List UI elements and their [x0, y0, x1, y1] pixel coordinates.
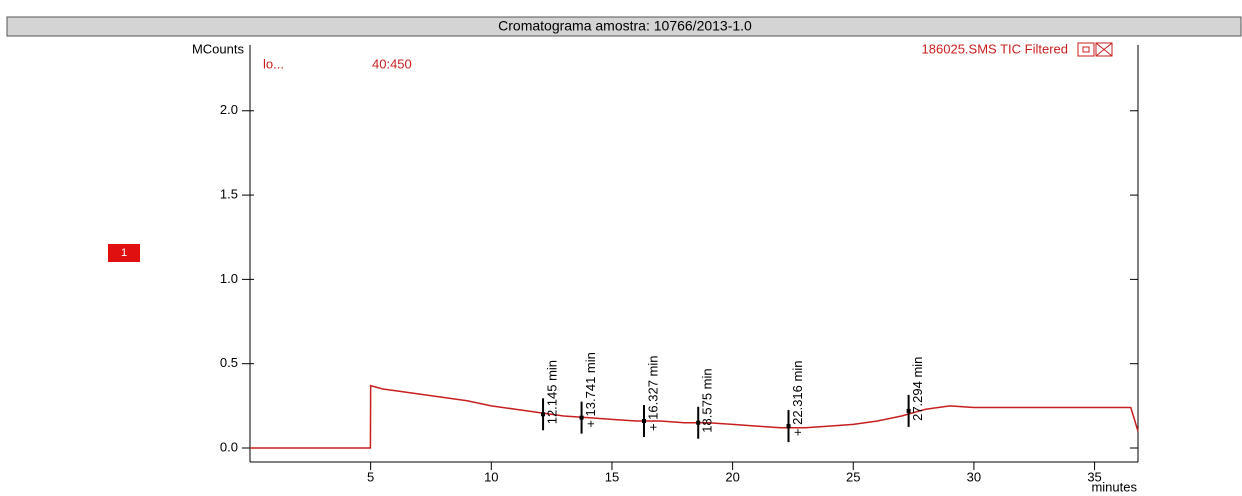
title-bar	[6, 16, 1242, 37]
peak-dot	[641, 419, 646, 424]
chart-title: Cromatograma amostra: 10766/2013-1.0	[498, 18, 752, 34]
peak-label: + 22.316 min	[790, 361, 805, 437]
trace-marker: 1	[121, 247, 127, 259]
x-tick-label: 25	[846, 469, 860, 484]
peak-label: + 16.327 min	[645, 355, 660, 431]
peak-label: + 13.741 min	[583, 352, 598, 428]
peak-dot	[579, 415, 584, 420]
close-icon-cross	[1095, 42, 1113, 57]
channel-label: lo...	[263, 56, 284, 71]
y-tick-label: 0.5	[220, 355, 238, 370]
peak-label: 27.294 min	[910, 357, 925, 421]
y-tick-label: 0.0	[220, 439, 238, 454]
trace-line	[250, 384, 1139, 449]
y-tick-label: 1.5	[220, 187, 238, 202]
restore-icon-inner	[1082, 46, 1090, 53]
x-tick-label: 30	[967, 469, 981, 484]
x-tick-label: 10	[484, 469, 498, 484]
peak-dot	[906, 408, 911, 413]
y-axis-label: MCounts	[192, 41, 245, 56]
peak-label: 12.145 min	[545, 360, 560, 424]
ion-range: 40:450	[372, 56, 412, 71]
peak-dot	[541, 412, 546, 417]
file-label: 186025.SMS TIC Filtered	[922, 41, 1068, 56]
restore-icon[interactable]	[1077, 42, 1095, 57]
peak-dot	[786, 424, 791, 429]
y-tick-label: 2.0	[220, 102, 238, 117]
x-tick-label: 35	[1087, 469, 1101, 484]
x-tick-label: 5	[367, 469, 374, 484]
x-tick-label: 20	[725, 469, 739, 484]
x-tick-label: 15	[605, 469, 619, 484]
y-tick-label: 1.0	[220, 271, 238, 286]
close-icon[interactable]	[1095, 42, 1113, 57]
peak-dot	[696, 420, 701, 425]
peak-label: 18.575 min	[700, 368, 715, 432]
trace-marker-box	[108, 244, 140, 262]
x-axis-label: minutes	[1091, 479, 1137, 494]
